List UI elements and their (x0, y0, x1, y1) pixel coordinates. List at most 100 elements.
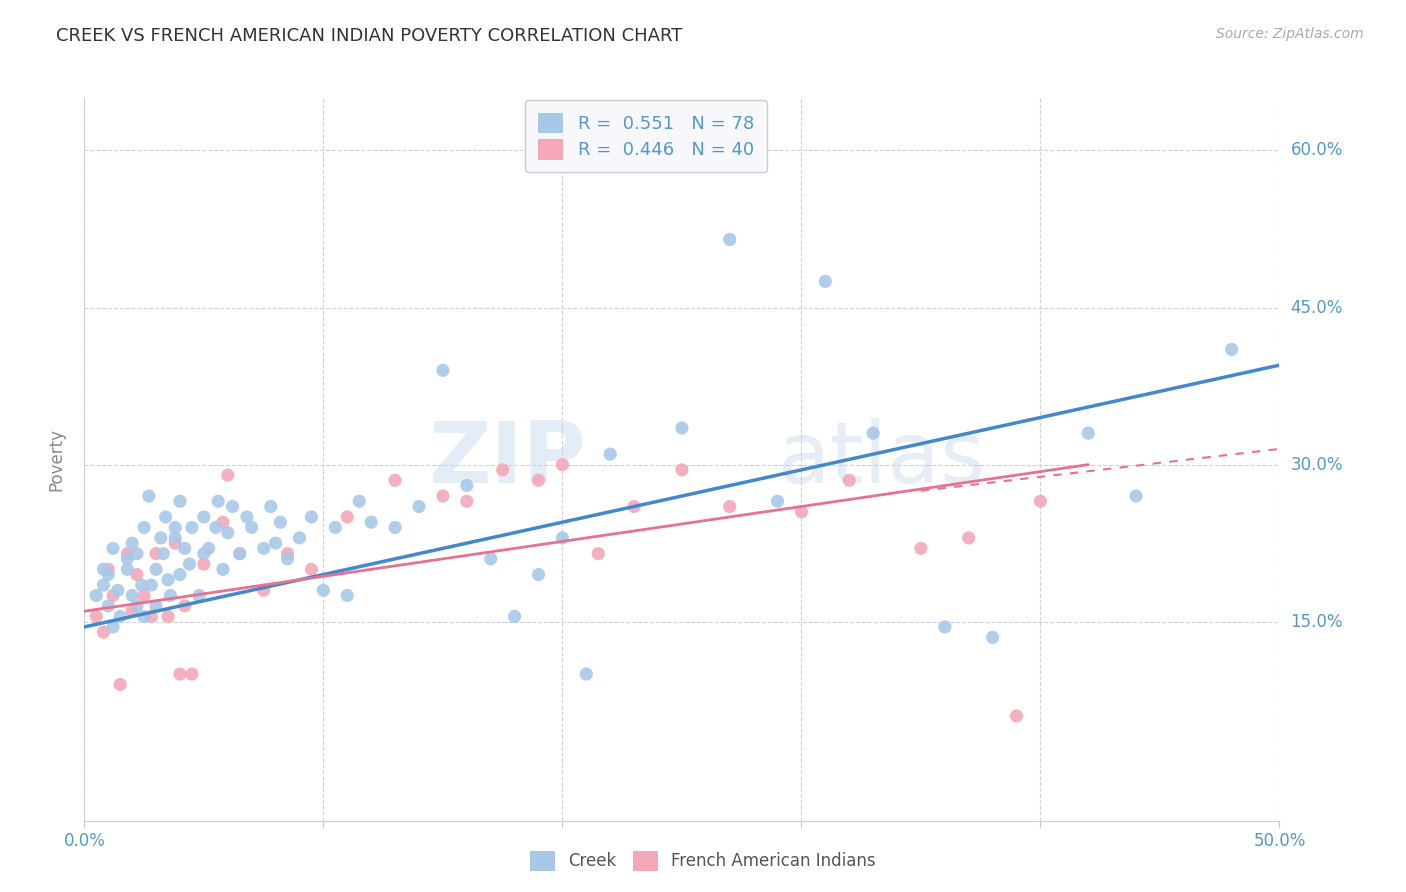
Point (169, 567, 191, 582)
Point (121, 536, 143, 550)
Point (97, 599, 120, 613)
Point (360, 515, 382, 529)
Point (173, 541, 195, 556)
Point (671, 421, 693, 435)
Point (229, 547, 252, 561)
Point (623, 500, 645, 514)
Point (165, 531, 187, 545)
Point (217, 468, 239, 483)
Point (181, 520, 204, 534)
Point (132, 609, 156, 624)
Point (588, 547, 610, 561)
Point (86, 609, 108, 624)
Point (131, 578, 153, 592)
Point (479, 552, 502, 566)
Point (336, 510, 359, 524)
Text: 30.0%: 30.0% (1291, 456, 1343, 474)
Point (1220, 343, 1243, 357)
Point (814, 274, 837, 288)
Point (288, 531, 311, 545)
Point (1125, 489, 1147, 503)
Point (981, 631, 1004, 645)
Point (93, 625, 115, 640)
Point (193, 547, 215, 561)
Point (197, 541, 219, 556)
Point (336, 589, 359, 603)
Point (212, 562, 235, 576)
Point (97, 567, 120, 582)
Point (325, 520, 347, 534)
Point (456, 494, 478, 508)
Point (86, 589, 108, 603)
Point (718, 232, 741, 246)
Point (188, 589, 211, 603)
Point (301, 562, 323, 576)
Point (957, 531, 980, 545)
Point (110, 677, 132, 691)
Text: Source: ZipAtlas.com: Source: ZipAtlas.com (1216, 27, 1364, 41)
Point (159, 589, 181, 603)
Point (165, 536, 187, 550)
Point (107, 583, 129, 598)
Point (169, 494, 191, 508)
Point (212, 515, 235, 529)
Point (157, 609, 180, 624)
Point (132, 520, 156, 534)
Point (349, 494, 371, 508)
Point (152, 547, 174, 561)
Point (264, 536, 287, 550)
Point (575, 667, 598, 681)
Point (121, 589, 143, 603)
Point (269, 515, 291, 529)
Point (121, 604, 143, 618)
Text: CREEK VS FRENCH AMERICAN INDIAN POVERTY CORRELATION CHART: CREEK VS FRENCH AMERICAN INDIAN POVERTY … (56, 27, 683, 45)
Point (141, 609, 163, 624)
Point (671, 463, 693, 477)
Point (240, 520, 263, 534)
Point (277, 552, 299, 566)
Point (838, 473, 860, 487)
Point (117, 562, 139, 576)
Point (229, 547, 252, 561)
Point (101, 589, 124, 603)
Point (312, 583, 335, 598)
Point (599, 447, 621, 461)
Point (253, 583, 276, 598)
Point (125, 599, 148, 613)
Point (408, 500, 430, 514)
Point (141, 578, 163, 592)
Point (217, 525, 239, 540)
Point (117, 552, 139, 566)
Text: atlas: atlas (778, 417, 986, 501)
Point (551, 531, 574, 545)
Point (145, 562, 167, 576)
Text: 45.0%: 45.0% (1291, 299, 1343, 317)
Point (384, 473, 406, 487)
Point (181, 667, 204, 681)
Point (718, 500, 741, 514)
Point (207, 494, 229, 508)
Point (527, 473, 550, 487)
Legend: R =  0.551   N = 78, R =  0.446   N = 40: R = 0.551 N = 78, R = 0.446 N = 40 (526, 100, 766, 172)
Legend: Creek, French American Indians: Creek, French American Indians (522, 842, 884, 880)
Point (456, 478, 478, 492)
Point (145, 547, 167, 561)
Point (253, 541, 276, 556)
Point (155, 510, 177, 524)
Point (165, 520, 187, 534)
Point (432, 363, 454, 377)
Point (97, 562, 120, 576)
Text: 15.0%: 15.0% (1291, 613, 1343, 631)
Point (157, 573, 180, 587)
Point (93, 562, 115, 576)
Point (301, 510, 323, 524)
Point (236, 510, 259, 524)
Point (101, 541, 124, 556)
Point (132, 589, 156, 603)
Point (862, 426, 884, 441)
Point (169, 667, 191, 681)
Point (766, 494, 789, 508)
Point (101, 620, 124, 634)
Point (1077, 426, 1099, 441)
Point (173, 599, 195, 613)
